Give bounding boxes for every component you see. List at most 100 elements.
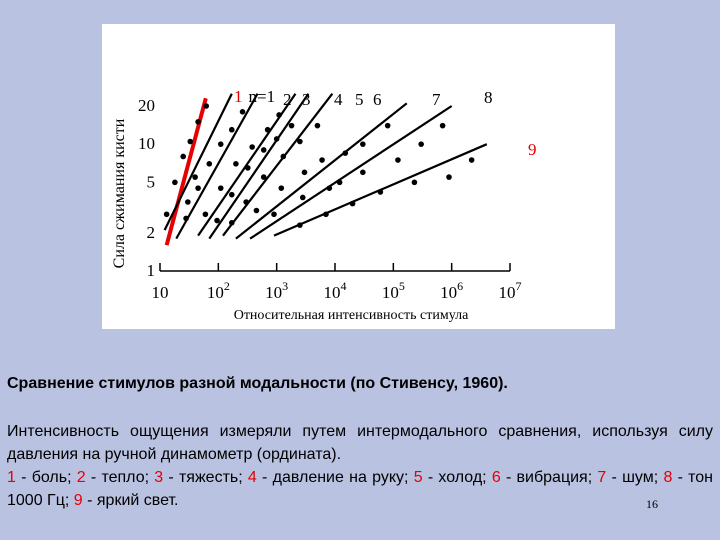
legend-number-7: 7 <box>597 469 607 486</box>
series-label-3: 3 <box>302 90 311 109</box>
series-point-3-3 <box>217 141 224 147</box>
series-9 <box>273 143 488 237</box>
x-tick-label-base: 10 <box>152 283 169 302</box>
legend-text-6: - вибрация; <box>500 469 598 486</box>
series-5 <box>208 93 310 240</box>
series-point-8-1 <box>299 194 306 201</box>
x-tick-label-exponent: 7 <box>516 279 522 293</box>
series-line-2 <box>163 93 233 231</box>
legend-text-9: - яркий свет. <box>82 492 179 509</box>
series-point-2-3 <box>187 138 194 145</box>
x-tick-label-exponent: 4 <box>341 279 347 293</box>
series-point-n=1-1 <box>192 174 198 180</box>
series-point-8-5 <box>395 157 401 163</box>
legend-text-4: - давление на руку; <box>256 469 414 486</box>
y-tick-label-1: 2 <box>147 223 156 242</box>
series-point-3-2 <box>206 161 213 167</box>
legend-text-3: - тяжесть; <box>163 469 248 486</box>
series-point-8-7 <box>439 122 446 129</box>
series-point-7-3 <box>319 157 325 163</box>
x-tick-label-exponent: 2 <box>224 279 230 293</box>
caption-body: Интенсивность ощущения измеряли путем ин… <box>7 420 713 512</box>
y-tick-label-0: 1 <box>147 261 156 280</box>
series-point-8-0 <box>271 211 277 218</box>
series-point-6-3 <box>280 153 287 160</box>
x-tick-label-exponent: 3 <box>282 279 288 293</box>
series-point-8-2 <box>326 185 333 191</box>
page-number: 16 <box>646 497 658 511</box>
series-point-8-6 <box>418 141 424 147</box>
legend-text-1: - боль; <box>15 469 77 486</box>
series-point-5-1 <box>228 191 235 198</box>
series-point-5-3 <box>260 147 267 153</box>
x-axis-label: Относительная интенсивность стимула <box>234 308 469 323</box>
legend-number-3: 3 <box>154 469 164 486</box>
series-point-n=1-0 <box>185 199 191 205</box>
series-2 <box>163 93 233 231</box>
legend-text-2: - тепло; <box>85 469 155 486</box>
legend-number-6: 6 <box>491 469 501 486</box>
series-line-3 <box>175 93 259 240</box>
series-7 <box>235 102 408 240</box>
series-label-n=1: 1 n=1 <box>234 87 275 106</box>
x-tick-label-exponent: 6 <box>457 279 463 293</box>
series-point-2-5 <box>203 103 210 109</box>
x-tick-label-3: 104 <box>324 279 347 302</box>
y-tick-label-2: 5 <box>147 172 156 191</box>
y-tick-label-4: 20 <box>138 96 155 115</box>
legend-number-2: 2 <box>76 469 86 486</box>
x-tick-label-base: 10 <box>324 283 341 302</box>
series-point-9-1 <box>323 211 329 218</box>
series-point-3-4 <box>228 126 235 133</box>
legend-text-8: - тон 1000 Гц; <box>7 469 714 509</box>
x-tick-label-base: 10 <box>440 283 457 302</box>
series-point-8-3 <box>336 179 343 186</box>
x-tick-label-6: 107 <box>499 279 522 302</box>
series-line-5 <box>208 93 310 240</box>
series-label-6: 6 <box>373 90 382 109</box>
y-axis-label: Сила сжимания кисти <box>111 118 128 268</box>
series-point-9-5 <box>446 174 452 180</box>
series-point-4-5 <box>276 112 282 118</box>
legend-number-1: 1 <box>7 469 16 486</box>
series-point-9-2 <box>349 200 356 207</box>
series-point-5-0 <box>214 217 220 224</box>
x-tick-label-4: 105 <box>382 279 405 302</box>
series-point-9-6 <box>468 157 475 163</box>
legend-number-5: 5 <box>413 469 423 486</box>
series-line-8 <box>249 105 453 240</box>
series-point-6-5 <box>314 122 321 129</box>
series-point-6-2 <box>260 174 267 180</box>
series-point-7-5 <box>360 141 366 147</box>
series-point-5-5 <box>288 122 295 129</box>
series-label-9: 9 <box>528 140 537 159</box>
series-label-5: 5 <box>355 90 364 109</box>
series-point-4-3 <box>249 144 255 150</box>
series-label-4: 4 <box>334 90 343 109</box>
series-point-3-0 <box>183 215 189 222</box>
series-point-2-2 <box>180 153 187 160</box>
series-4 <box>197 93 297 237</box>
series-point-5-4 <box>273 136 280 142</box>
caption-title: Сравнение стимулов разной модальности (п… <box>7 375 508 392</box>
series-label-7: 7 <box>432 90 441 109</box>
x-tick-label-exponent: 5 <box>399 279 405 293</box>
legend-number-8: 8 <box>663 469 673 486</box>
legend-number-4: 4 <box>247 469 257 486</box>
x-tick-label-base: 10 <box>265 283 282 302</box>
series-point-3-1 <box>195 185 201 191</box>
series-point-5-2 <box>245 165 251 171</box>
series-8 <box>249 105 453 240</box>
series-point-9-0 <box>297 222 303 228</box>
series-point-4-1 <box>217 185 224 191</box>
series-point-2-4 <box>195 119 201 125</box>
legend-text-7: - шум; <box>606 469 664 486</box>
series-point-3-5 <box>239 109 246 115</box>
series-point-4-0 <box>202 211 209 218</box>
series-point-4-4 <box>264 126 271 133</box>
series-label-2: 2 <box>283 90 292 109</box>
series-point-6-4 <box>297 138 303 145</box>
series-point-9-3 <box>377 189 384 195</box>
series-point-7-2 <box>301 169 308 176</box>
